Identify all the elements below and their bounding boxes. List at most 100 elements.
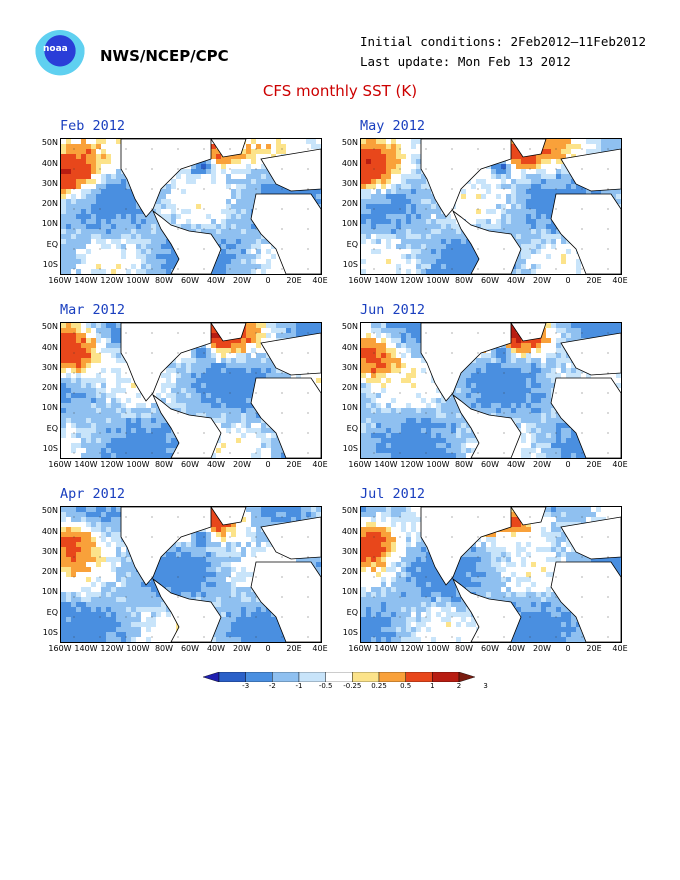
longitude-tick-label: 40E bbox=[312, 644, 328, 653]
latitude-tick-label: 20N bbox=[41, 567, 58, 577]
latitude-tick-label: 10S bbox=[342, 443, 358, 453]
sst-anomaly-map bbox=[360, 322, 622, 459]
longitude-tick-label: 60W bbox=[480, 276, 500, 285]
latitude-tick-label: 10S bbox=[342, 627, 358, 637]
colorbar-swatch bbox=[245, 672, 273, 682]
map-panel: May 2012 50N 40N 30N 20N 10N EQ 10S 160W 140W 120W… bbox=[342, 118, 660, 300]
longitude-labels: 160W 140W 120W 100W 80W 60W 40W 20W 0 20E 40E bbox=[48, 460, 327, 472]
longitude-tick-label: 100W bbox=[426, 276, 450, 285]
latitude-tick-label: 10N bbox=[41, 587, 58, 597]
latitude-tick-label: 10N bbox=[41, 403, 58, 413]
latitude-tick-label: 40N bbox=[41, 158, 58, 168]
longitude-tick-label: 0 bbox=[565, 460, 571, 469]
latitude-tick-label: 40N bbox=[341, 158, 358, 168]
sst-field bbox=[61, 507, 321, 642]
colorbar-swatch bbox=[405, 672, 433, 682]
latitude-tick-label: 40N bbox=[41, 342, 58, 352]
latitude-tick-label: 20N bbox=[341, 199, 358, 209]
longitude-tick-label: 0 bbox=[265, 276, 271, 285]
longitude-tick-label: 20E bbox=[286, 276, 302, 285]
latitude-tick-label: 20N bbox=[341, 383, 358, 393]
longitude-tick-label: 160W bbox=[48, 644, 72, 653]
latitude-labels: 50N 40N 30N 20N 10N EQ 10S bbox=[336, 506, 358, 641]
latitude-tick-label: 40N bbox=[341, 342, 358, 352]
longitude-tick-label: 60W bbox=[480, 460, 500, 469]
panel-title: May 2012 bbox=[360, 118, 426, 134]
latitude-tick-label: 10S bbox=[42, 627, 58, 637]
longitude-tick-label: 40E bbox=[612, 276, 628, 285]
longitude-tick-label: 20E bbox=[586, 460, 602, 469]
colorbar-label: 1 bbox=[430, 682, 435, 690]
colorbar-swatch bbox=[203, 672, 220, 682]
longitude-tick-label: 100W bbox=[426, 460, 450, 469]
longitude-tick-label: 100W bbox=[126, 276, 150, 285]
longitude-tick-label: 140W bbox=[374, 276, 398, 285]
longitude-tick-label: 80W bbox=[154, 276, 174, 285]
longitude-tick-label: 140W bbox=[74, 276, 98, 285]
latitude-tick-label: 50N bbox=[341, 322, 358, 332]
map-panel: Feb 2012 50N 40N 30N 20N 10N EQ 10S 160W 140W 120W… bbox=[42, 118, 360, 300]
sst-anomaly-map bbox=[60, 138, 322, 275]
longitude-tick-label: 100W bbox=[126, 460, 150, 469]
colorbar-swatches bbox=[203, 672, 475, 682]
longitude-tick-label: 60W bbox=[180, 644, 200, 653]
longitude-tick-label: 160W bbox=[348, 644, 372, 653]
latitude-labels: 50N 40N 30N 20N 10N EQ 10S bbox=[36, 322, 58, 457]
logo-text: noaa bbox=[43, 44, 68, 54]
longitude-tick-label: 120W bbox=[400, 276, 424, 285]
sst-anomaly-map bbox=[60, 322, 322, 459]
longitude-tick-label: 80W bbox=[154, 644, 174, 653]
longitude-tick-label: 20E bbox=[286, 644, 302, 653]
longitude-labels: 160W 140W 120W 100W 80W 60W 40W 20W 0 20E 40E bbox=[348, 276, 627, 288]
latitude-tick-label: 30N bbox=[41, 546, 58, 556]
sst-anomaly-map bbox=[360, 138, 622, 275]
longitude-tick-label: 20W bbox=[232, 644, 252, 653]
run-metadata: Initial conditions: 2Feb2012–11Feb2012 L… bbox=[360, 32, 646, 72]
longitude-tick-label: 120W bbox=[100, 460, 124, 469]
latitude-tick-label: 10S bbox=[42, 259, 58, 269]
longitude-tick-label: 40E bbox=[312, 276, 328, 285]
colorbar-label: 3 bbox=[483, 682, 488, 690]
longitude-tick-label: 40W bbox=[506, 276, 526, 285]
latitude-tick-label: 50N bbox=[41, 138, 58, 148]
panel-title: Apr 2012 bbox=[60, 486, 126, 502]
latitude-tick-label: EQ bbox=[346, 607, 358, 617]
latitude-labels: 50N 40N 30N 20N 10N EQ 10S bbox=[36, 506, 58, 641]
longitude-tick-label: 160W bbox=[48, 276, 72, 285]
longitude-tick-label: 100W bbox=[426, 644, 450, 653]
longitude-tick-label: 120W bbox=[100, 644, 124, 653]
longitude-tick-label: 40E bbox=[612, 644, 628, 653]
latitude-labels: 50N 40N 30N 20N 10N EQ 10S bbox=[336, 138, 358, 273]
noaa-logo: noaa bbox=[34, 30, 86, 82]
colorbar-label: 2 bbox=[456, 682, 462, 690]
colorbar-swatch bbox=[432, 672, 460, 682]
colorbar-swatch bbox=[218, 672, 246, 682]
panel-title: Mar 2012 bbox=[60, 302, 126, 318]
panel-title: Feb 2012 bbox=[60, 118, 126, 134]
colorbar-swatch bbox=[458, 672, 475, 682]
latitude-tick-label: 10S bbox=[42, 443, 58, 453]
latitude-tick-label: 20N bbox=[341, 567, 358, 577]
sst-field bbox=[361, 139, 621, 274]
latitude-tick-label: 50N bbox=[41, 506, 58, 516]
longitude-tick-label: 60W bbox=[180, 276, 200, 285]
longitude-tick-label: 0 bbox=[265, 460, 271, 469]
latitude-tick-label: 30N bbox=[341, 362, 358, 372]
longitude-tick-label: 100W bbox=[126, 644, 150, 653]
longitude-tick-label: 80W bbox=[454, 460, 474, 469]
latitude-tick-label: EQ bbox=[346, 423, 358, 433]
longitude-tick-label: 40W bbox=[206, 276, 226, 285]
colorbar-label: -0.25 bbox=[343, 682, 362, 690]
longitude-tick-label: 80W bbox=[454, 644, 474, 653]
longitude-tick-label: 160W bbox=[348, 276, 372, 285]
longitude-tick-label: 40E bbox=[312, 460, 328, 469]
longitude-tick-label: 40W bbox=[506, 644, 526, 653]
colorbar-swatch bbox=[298, 672, 326, 682]
latitude-tick-label: 30N bbox=[341, 178, 358, 188]
longitude-labels: 160W 140W 120W 100W 80W 60W 40W 20W 0 20E 40E bbox=[348, 644, 627, 656]
latitude-tick-label: 10N bbox=[341, 403, 358, 413]
colorbar-label: 0.5 bbox=[400, 682, 412, 690]
longitude-tick-label: 20W bbox=[532, 644, 552, 653]
latitude-tick-label: 20N bbox=[41, 383, 58, 393]
latitude-tick-label: EQ bbox=[46, 423, 58, 433]
